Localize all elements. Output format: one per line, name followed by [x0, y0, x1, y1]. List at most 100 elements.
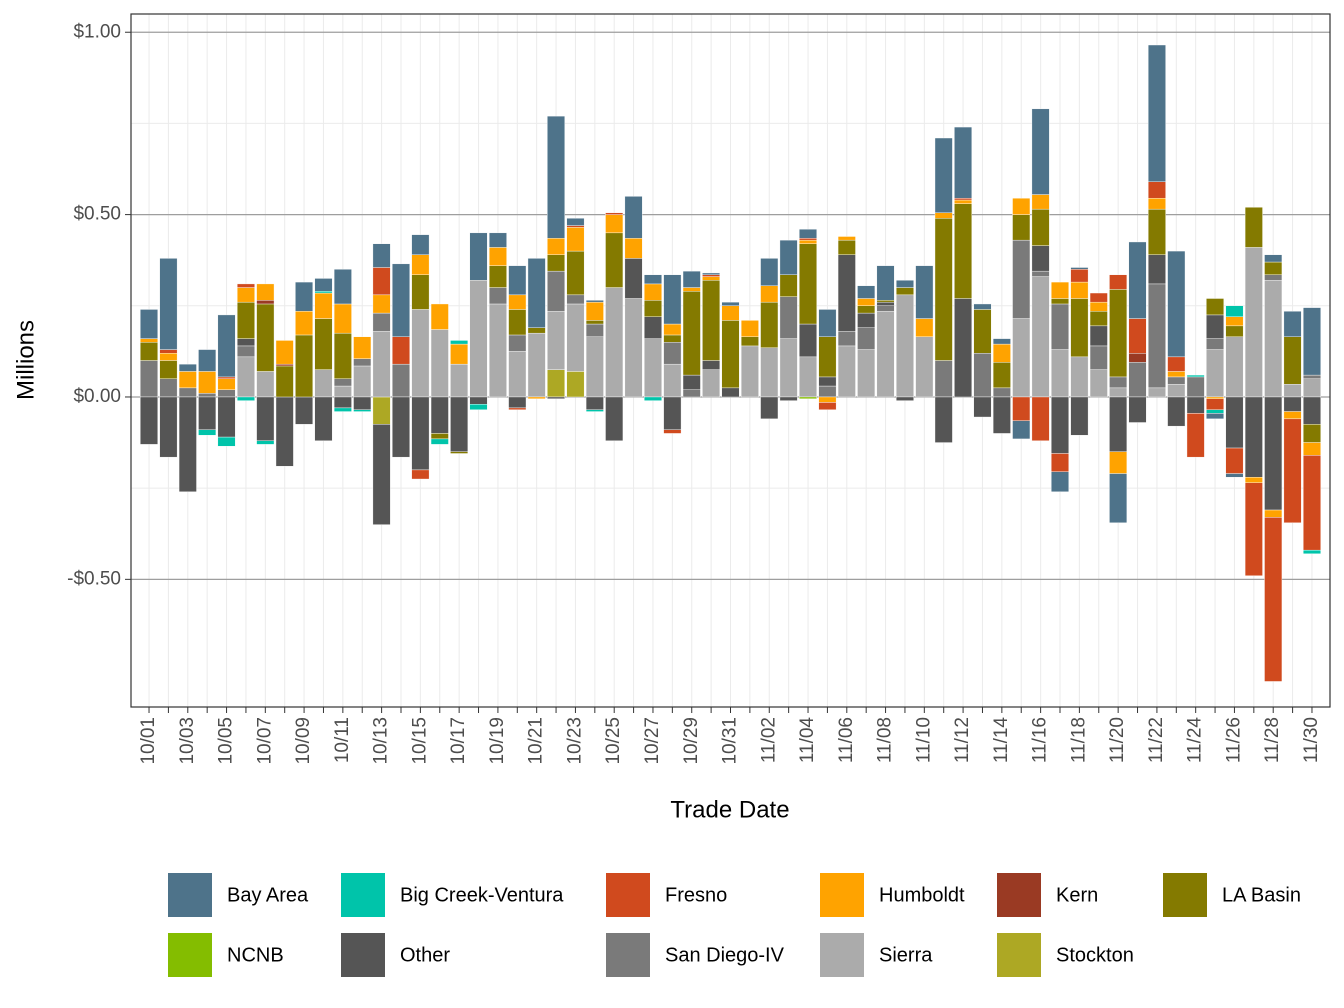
- bar-segment: [237, 356, 255, 398]
- bar-segment: [1167, 250, 1186, 358]
- bar-segment: [1283, 336, 1302, 385]
- bar-segment: [469, 404, 488, 410]
- bar-segment: [663, 429, 682, 434]
- bar-segment: [779, 396, 798, 401]
- bar-segment: [1012, 318, 1031, 398]
- x-tick-label: 10/15: [409, 717, 430, 765]
- bar-segment: [372, 424, 391, 525]
- bar-segment: [1244, 207, 1263, 248]
- bar-segment: [1303, 396, 1321, 425]
- bar-segment: [372, 294, 391, 314]
- bar-segment: [159, 360, 178, 379]
- bar-segment: [1244, 482, 1263, 576]
- bar-segment: [1109, 274, 1128, 290]
- bar-segment: [1147, 44, 1166, 182]
- bar-segment: [566, 371, 585, 398]
- bar-segment: [256, 300, 275, 305]
- legend-label: Kern: [1056, 884, 1098, 906]
- bar-segment: [1109, 451, 1128, 474]
- bar-segment: [159, 349, 178, 354]
- bar-segment: [1089, 292, 1108, 303]
- bar-segment: [663, 396, 682, 431]
- x-tick-label: 10/09: [293, 717, 314, 765]
- bar-segment: [585, 301, 604, 321]
- bar-segment: [760, 301, 779, 348]
- bar-segment: [217, 436, 236, 447]
- bar-segment: [1206, 298, 1224, 316]
- x-tick-label: 11/04: [797, 717, 818, 764]
- bar-segment: [1051, 453, 1069, 472]
- bar-segment: [857, 298, 876, 306]
- bar-segment: [1186, 374, 1205, 378]
- x-tick-label: 11/30: [1301, 717, 1322, 763]
- bar-segment: [992, 343, 1011, 363]
- bar-segment: [508, 265, 527, 296]
- bar-segment: [1031, 245, 1050, 272]
- bar-segment: [450, 451, 469, 454]
- bar-segment: [372, 331, 391, 398]
- bar-segment: [430, 438, 449, 445]
- bar-segment: [1167, 356, 1186, 372]
- bar-segment: [605, 287, 624, 398]
- bar-segment: [1128, 362, 1147, 398]
- bar-segment: [876, 301, 895, 306]
- bar-segment: [411, 254, 430, 275]
- bar-segment: [488, 247, 507, 266]
- bar-segment: [237, 283, 255, 288]
- bar-segment: [644, 283, 662, 301]
- bar-segment: [256, 283, 275, 301]
- bar-segment: [1283, 311, 1302, 337]
- bar-segment: [1051, 396, 1069, 454]
- bar-segment: [992, 396, 1011, 434]
- legend-label: San Diego-IV: [665, 944, 785, 966]
- bar-segment: [469, 232, 488, 281]
- bar-segment: [469, 280, 488, 398]
- x-tick-label: 10/29: [681, 717, 702, 765]
- bar-segment: [585, 320, 604, 325]
- legend-key: [168, 873, 212, 917]
- bar-segment: [159, 258, 178, 350]
- bar-segment: [799, 356, 817, 398]
- bar-segment: [1109, 396, 1128, 452]
- bar-segment: [934, 212, 953, 219]
- bar-segment: [585, 396, 604, 410]
- bar-segment: [973, 353, 992, 398]
- bar-segment: [896, 294, 914, 398]
- bar-segment: [857, 285, 876, 299]
- bar-segment: [411, 469, 430, 480]
- legend-label: Big Creek-Ventura: [400, 884, 564, 906]
- bar-segment: [1031, 276, 1050, 398]
- bar-segment: [1225, 316, 1244, 327]
- bar-segment: [779, 274, 798, 297]
- bar-segment: [818, 309, 837, 337]
- bar-segment: [1089, 311, 1108, 327]
- x-tick-label: 11/22: [1146, 717, 1167, 763]
- bar-segment: [1147, 254, 1166, 285]
- bar-segment: [624, 298, 643, 398]
- bar-segment: [353, 365, 372, 398]
- bar-segment: [915, 265, 934, 319]
- bar-segment: [934, 360, 953, 398]
- bar-segment: [1186, 396, 1205, 414]
- bar-segment: [1264, 280, 1283, 398]
- x-tick-label: 10/27: [642, 717, 663, 765]
- bar-segment: [721, 301, 740, 306]
- bar-segment: [527, 258, 546, 328]
- legend-key: [168, 933, 212, 977]
- x-tick-label: 10/11: [332, 717, 353, 763]
- legend-label: Stockton: [1056, 944, 1134, 966]
- bar-segment: [450, 363, 469, 398]
- bar-segment: [1264, 254, 1283, 263]
- bar-segment: [1303, 307, 1321, 376]
- bar-segment: [1147, 208, 1166, 255]
- bar-segment: [973, 396, 992, 418]
- x-axis-title: Trade Date: [670, 796, 789, 823]
- bar-segment: [1147, 283, 1166, 389]
- bar-segment: [488, 265, 507, 288]
- bar-segment: [508, 309, 527, 336]
- bar-segment: [1303, 374, 1321, 379]
- x-tick-label: 10/25: [603, 717, 624, 765]
- bar-segment: [1070, 356, 1089, 398]
